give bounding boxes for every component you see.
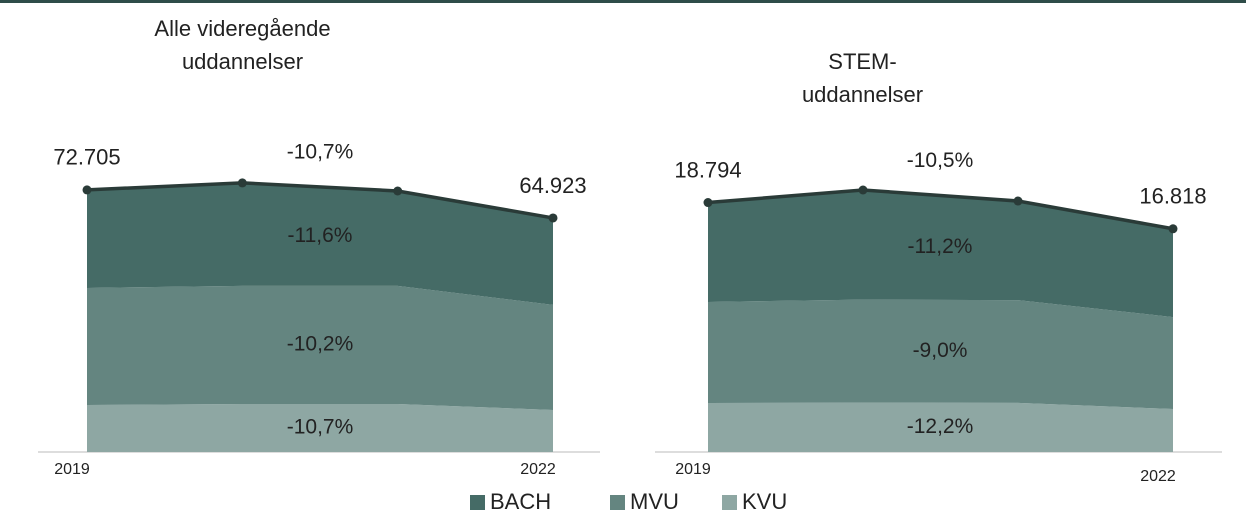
total-dot xyxy=(858,185,868,195)
area xyxy=(87,403,553,452)
area xyxy=(87,285,553,411)
top-border xyxy=(0,0,1246,3)
change-label: -10,7% xyxy=(287,416,354,439)
area xyxy=(708,189,1173,318)
x-tick-label: 2019 xyxy=(54,461,90,478)
area xyxy=(708,299,1173,409)
total-line xyxy=(707,188,1174,231)
x-tick-label: 2022 xyxy=(1140,468,1176,485)
change-label: -11,6% xyxy=(288,224,353,247)
legend-label: MVU xyxy=(630,489,679,514)
change-label: -11,2% xyxy=(908,235,973,258)
total-dot xyxy=(548,213,558,223)
total-label: 16.818 xyxy=(1139,184,1206,209)
change-label: -10,2% xyxy=(287,332,354,355)
change-label: -12,2% xyxy=(907,415,974,438)
chart-title: Alle videregående uddannelser xyxy=(154,16,331,74)
area xyxy=(708,402,1173,452)
legend-label: KVU xyxy=(742,489,787,514)
total-dot xyxy=(237,178,247,188)
legend-swatch xyxy=(722,495,737,510)
x-tick-label: 2019 xyxy=(675,461,711,478)
total-dot xyxy=(393,186,403,196)
total-dot xyxy=(82,185,92,195)
total-change-label: -10,5% xyxy=(907,149,974,172)
legend-swatch xyxy=(610,495,625,510)
total-dot xyxy=(1013,196,1023,206)
total-label: 18.794 xyxy=(674,157,741,182)
total-change-label: -10,7% xyxy=(287,140,354,163)
total-dot xyxy=(1168,224,1178,234)
total-line xyxy=(86,181,554,220)
legend-label: BACH xyxy=(490,489,551,514)
total-label: 64.923 xyxy=(519,173,586,198)
total-dot xyxy=(703,198,713,208)
legend-swatch xyxy=(470,495,485,510)
total-label: 72.705 xyxy=(53,145,120,170)
change-label: -9,0% xyxy=(913,339,968,362)
chart-title: STEM-uddannelser xyxy=(801,49,924,107)
area xyxy=(87,182,553,305)
x-tick-label: 2022 xyxy=(520,461,556,478)
